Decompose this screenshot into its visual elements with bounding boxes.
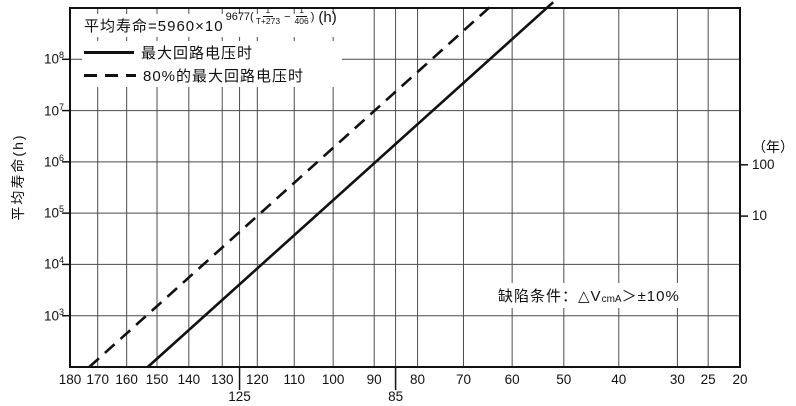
plot-frame — [69, 7, 741, 368]
series-line-solid — [146, 1, 555, 368]
series-line-dashed — [88, 1, 497, 368]
